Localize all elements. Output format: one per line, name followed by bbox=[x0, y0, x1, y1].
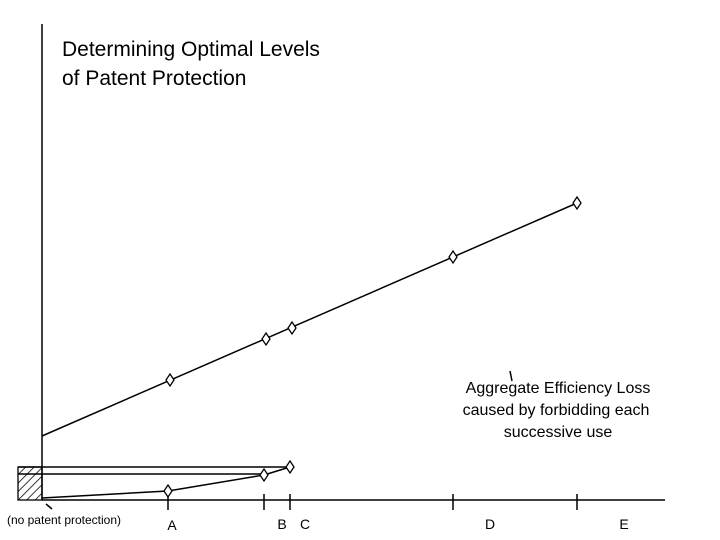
x-label: (no patent protection) bbox=[7, 513, 121, 527]
x-ticks bbox=[167, 494, 578, 510]
x-label: E bbox=[619, 516, 628, 532]
annotation-line: successive use bbox=[504, 424, 613, 441]
title-line: of Patent Protection bbox=[62, 67, 246, 90]
pointer bbox=[45, 503, 53, 510]
lower-line bbox=[41, 466, 291, 499]
hatched-block bbox=[17, 466, 43, 501]
upper-line bbox=[41, 202, 578, 437]
x-label: C bbox=[300, 516, 310, 532]
annotation-line: caused by forbidding each bbox=[463, 402, 650, 419]
pointer bbox=[509, 370, 513, 382]
x-label: A bbox=[167, 517, 177, 533]
title-line: Determining Optimal Levels bbox=[62, 38, 320, 61]
x-label: D bbox=[485, 516, 495, 532]
lower-points bbox=[163, 459, 295, 499]
upper-points bbox=[165, 195, 582, 388]
x-label: B bbox=[277, 516, 286, 532]
annotation-line: Aggregate Efficiency Loss bbox=[466, 380, 651, 397]
